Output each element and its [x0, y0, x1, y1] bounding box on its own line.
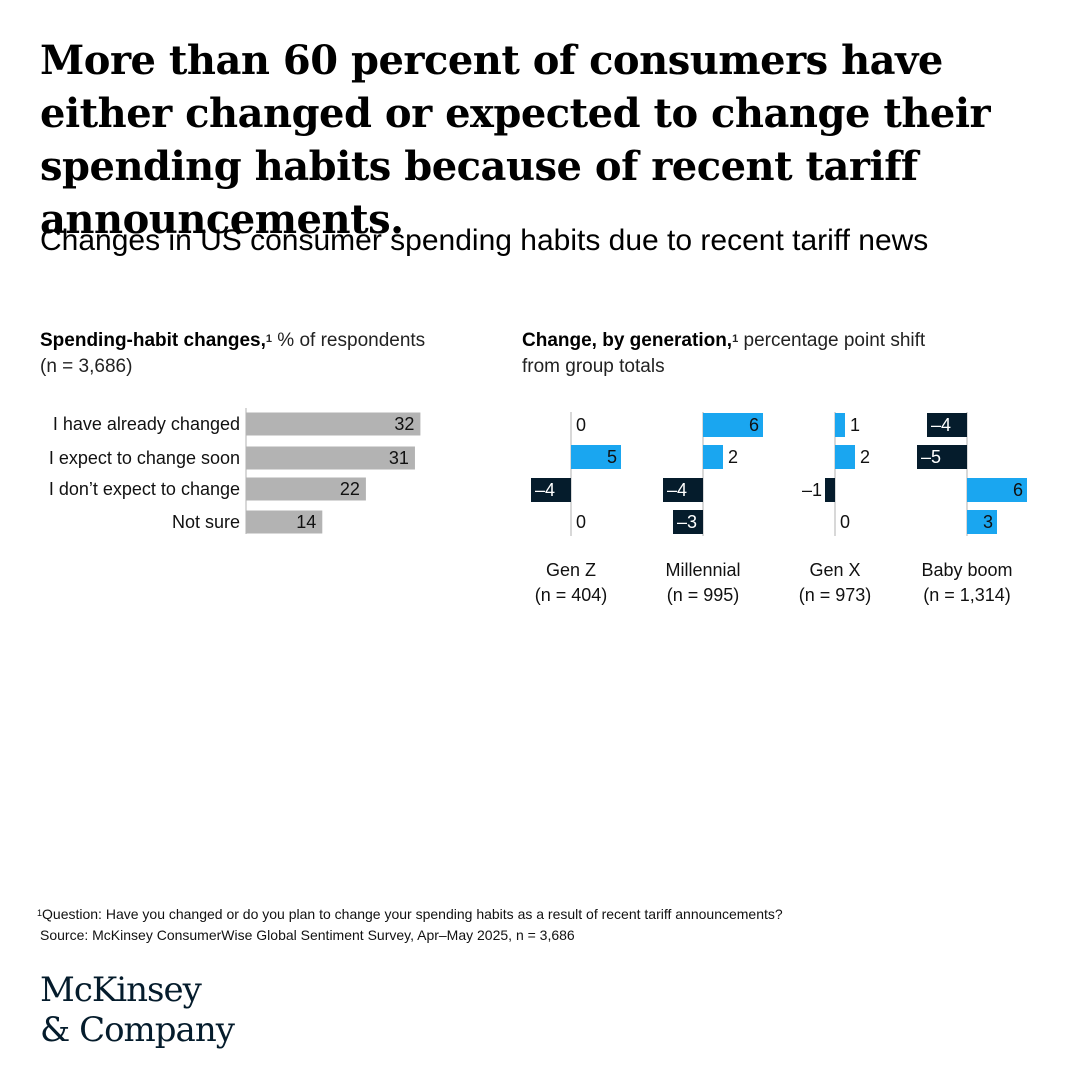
generation-sample-gen-z: (n = 404) [535, 585, 608, 605]
value-label-baby-boom-not-sure: 3 [983, 512, 993, 532]
bar-value-i-have-already-changed: 32 [394, 414, 414, 434]
bar-millennial-i-don-t-expect-to-change [663, 478, 703, 502]
bar-gen-x-i-expect-to-change-soon [835, 445, 855, 469]
left-panel-footnote-marker: 1 [265, 333, 273, 345]
value-label-baby-boom-i-have-already-changed: –4 [931, 415, 951, 435]
bar-baby-boom-i-expect-to-change-soon [917, 445, 967, 469]
value-label-gen-x-not-sure: 0 [840, 512, 850, 532]
bar-millennial-i-expect-to-change-soon [703, 445, 723, 469]
value-label-baby-boom-i-expect-to-change-soon: –5 [921, 447, 941, 467]
category-label-i-have-already-changed: I have already changed [53, 414, 240, 434]
right-panel-title: Change, by generation,1 percentage point… [522, 328, 992, 380]
generation-sample-millennial: (n = 995) [667, 585, 740, 605]
footnote-question: 1Question: Have you changed or do you pl… [37, 904, 1037, 925]
right-panel-title-bold: Change, by generation, [522, 330, 733, 351]
spending-habit-bar-chart: I have already changed 32 I expect to chan… [49, 408, 421, 534]
bar-baby-boom-i-have-already-changed [927, 413, 967, 437]
footnote-source: Source: McKinsey ConsumerWise Global Sen… [40, 927, 575, 943]
bar-baby-boom-not-sure [967, 510, 997, 534]
bar-gen-x-i-don-t-expect-to-change [825, 478, 835, 502]
logo-line1: McKinsey [40, 970, 202, 1010]
value-label-gen-x-i-expect-to-change-soon: 2 [860, 447, 870, 467]
bar-gen-z-i-don-t-expect-to-change [531, 478, 571, 502]
value-label-baby-boom-i-don-t-expect-to-change: 6 [1013, 480, 1023, 500]
headline: More than 60 percent of consumers have e… [40, 37, 991, 243]
value-label-millennial-not-sure: –3 [677, 512, 697, 532]
bar-millennial-not-sure [673, 510, 703, 534]
value-label-gen-z-i-don-t-expect-to-change: –4 [535, 480, 555, 500]
value-label-gen-z-not-sure: 0 [576, 512, 586, 532]
bar-gen-x-i-have-already-changed [835, 413, 845, 437]
value-label-millennial-i-don-t-expect-to-change: –4 [667, 480, 687, 500]
bar-i-have-already-changed [246, 412, 421, 436]
bar-i-expect-to-change-soon [246, 446, 415, 470]
left-panel-title: Spending-habit changes,1 % of respondent… [40, 328, 480, 380]
bar-value-i-expect-to-change-soon: 31 [389, 448, 409, 468]
value-label-millennial-i-expect-to-change-soon: 2 [728, 447, 738, 467]
value-label-gen-x-i-don-t-expect-to-change: –1 [802, 480, 822, 500]
left-panel-title-bold: Spending-habit changes, [40, 330, 266, 351]
generation-label-gen-z: Gen Z [546, 560, 596, 580]
generation-label-gen-x: Gen X [809, 560, 860, 580]
right-panel-title-line2: from group totals [522, 356, 665, 377]
bar-not-sure [246, 510, 323, 534]
category-label-not-sure: Not sure [172, 512, 240, 532]
value-label-gen-z-i-have-already-changed: 0 [576, 415, 586, 435]
bar-baby-boom-i-don-t-expect-to-change [967, 478, 1027, 502]
footnote-question-text: Question: Have you changed or do you pla… [42, 906, 783, 922]
generation-sample-baby-boom: (n = 1,314) [923, 585, 1011, 605]
right-panel-footnote-marker: 1 [732, 333, 739, 345]
right-panel-title-rest: percentage point shift [738, 330, 926, 351]
bar-value-i-don-t-expect-to-change: 22 [340, 479, 360, 499]
value-label-gen-z-i-expect-to-change-soon: 5 [607, 447, 617, 467]
generation-label-millennial: Millennial [665, 560, 740, 580]
footnote: 1Question: Have you changed or do you pl… [37, 904, 1037, 946]
value-label-gen-x-i-have-already-changed: 1 [850, 415, 860, 435]
bar-value-not-sure: 14 [296, 512, 316, 532]
category-label-i-don-t-expect-to-change: I don’t expect to change [49, 479, 240, 499]
mckinsey-logo: McKinsey & Company [40, 970, 235, 1050]
bar-i-don-t-expect-to-change [246, 477, 366, 501]
chart-subtitle: Changes in US consumer spending habits d… [40, 224, 929, 257]
generation-label-baby-boom: Baby boom [921, 560, 1012, 580]
left-panel-sample-size: (n = 3,686) [40, 356, 133, 377]
logo-line2: & Company [40, 1010, 235, 1050]
bar-gen-z-i-expect-to-change-soon [571, 445, 621, 469]
value-label-millennial-i-have-already-changed: 6 [749, 415, 759, 435]
category-label-i-expect-to-change-soon: I expect to change soon [49, 448, 240, 468]
left-panel-title-rest: % of respondents [272, 330, 426, 351]
generation-sample-gen-x: (n = 973) [799, 585, 872, 605]
footnote-marker: 1 [37, 908, 43, 918]
bar-millennial-i-have-already-changed [703, 413, 763, 437]
